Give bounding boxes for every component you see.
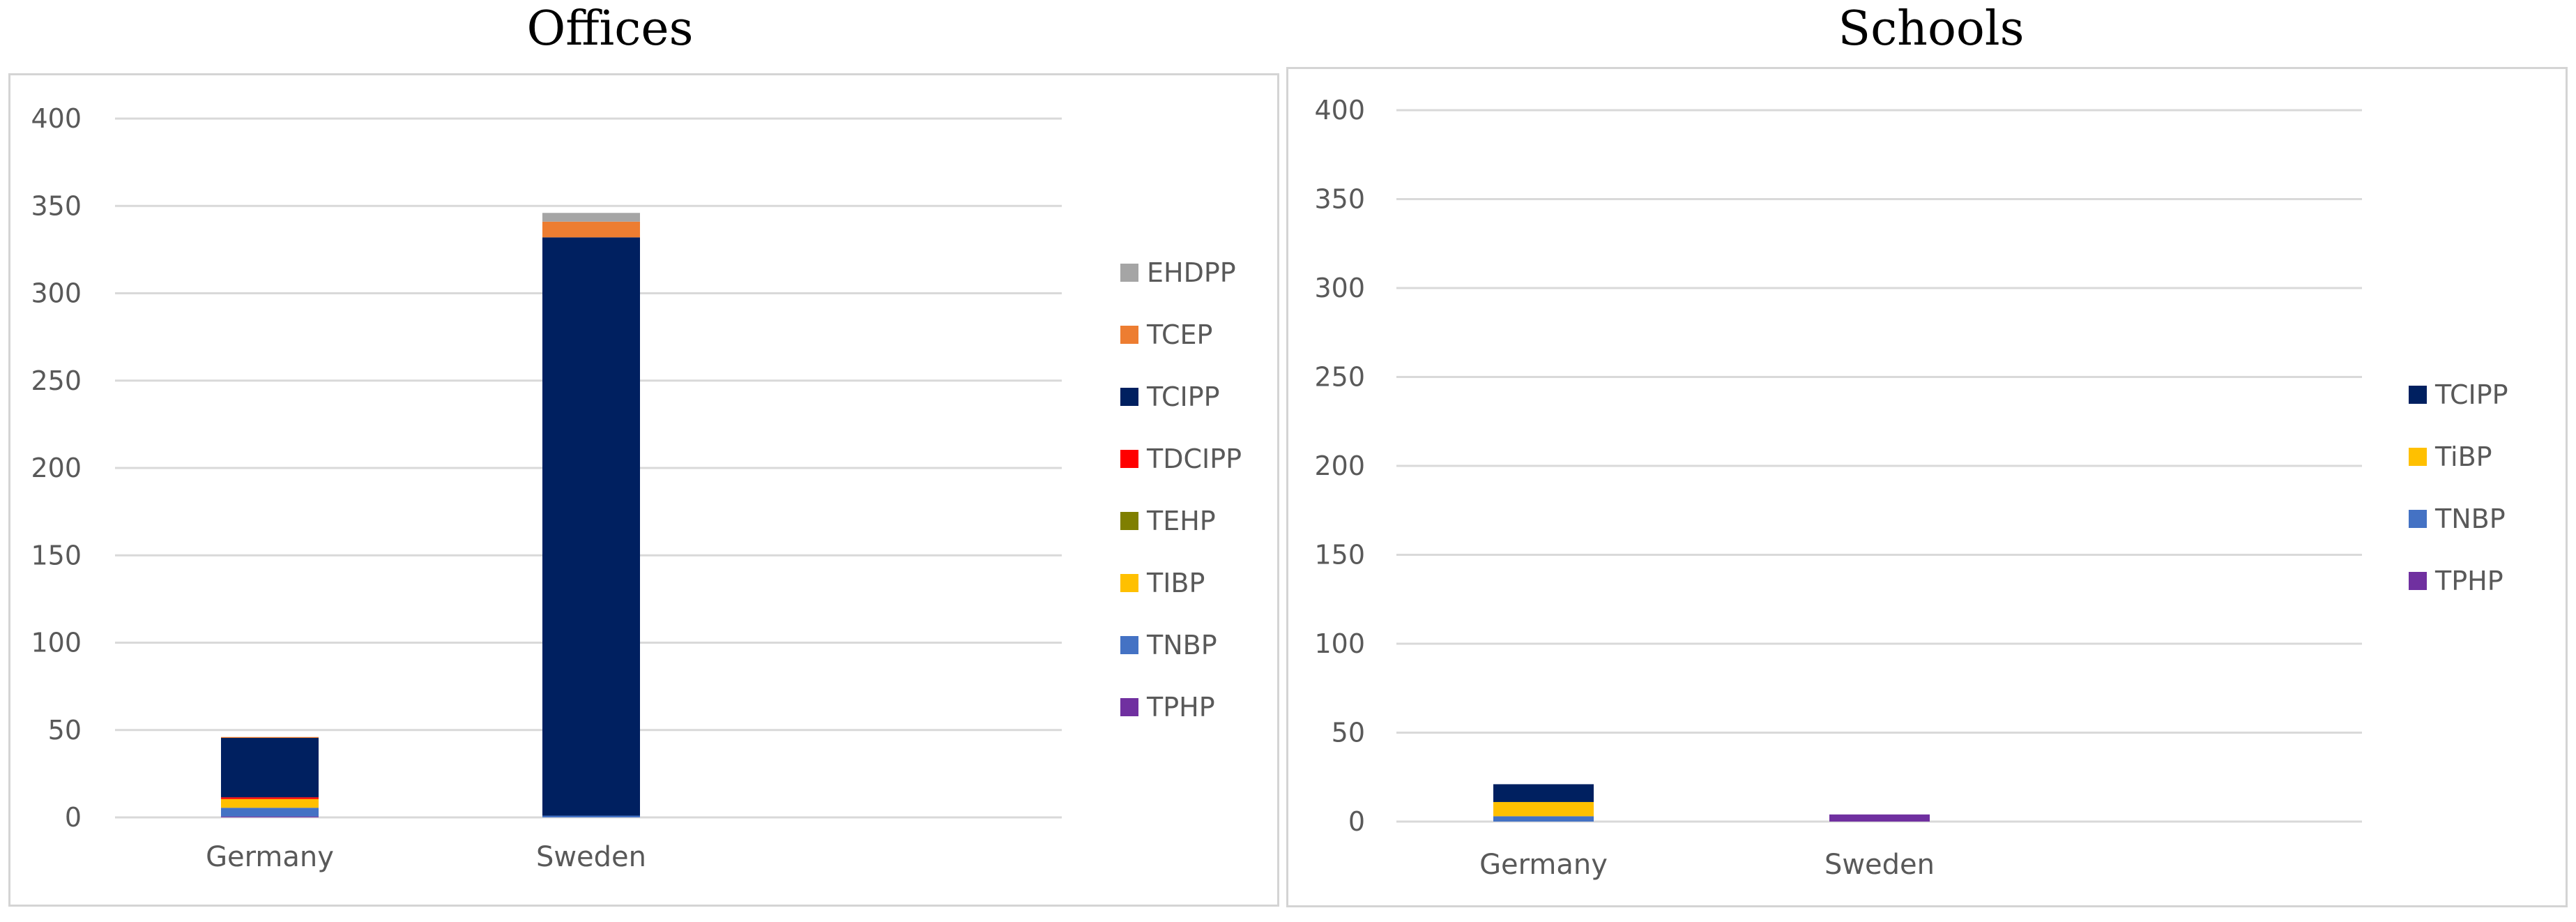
offices-y-tick-label: 300 [31, 278, 82, 309]
schools-legend-label: TNBP [2434, 504, 2506, 534]
schools-y-tick-label: 300 [1314, 273, 1365, 303]
schools-y-tick-label: 350 [1314, 184, 1365, 215]
schools-y-tick-label: 150 [1314, 540, 1365, 570]
offices-bar-tnbp-sweden [542, 815, 640, 817]
offices-bar-tcep-germany [221, 736, 319, 739]
offices-y-tick-label: 200 [31, 453, 82, 483]
schools-y-tick-label: 50 [1332, 718, 1365, 748]
schools-bar-tnbp-germany [1493, 816, 1594, 822]
offices-y-tick-label: 150 [31, 540, 82, 570]
offices-category-label: Germany [206, 841, 334, 873]
offices-chart-panel: 0 50 100 150 200 250 300 350 400 Germany Sweden EHD… [8, 73, 1279, 907]
offices-y-tick-label: 100 [31, 628, 82, 658]
schools-y-tick-label: 100 [1314, 628, 1365, 659]
schools-chart-title: Schools [1838, 1, 2025, 56]
offices-bar-ehdpp-sweden [542, 213, 640, 222]
offices-y-tick-label: 0 [65, 802, 82, 833]
schools-bar-tcipp-germany [1493, 784, 1594, 802]
offices-chart-title: Offices [526, 1, 694, 56]
offices-bar-tnbp-germany [221, 808, 319, 817]
schools-legend-label: TPHP [2434, 566, 2503, 596]
offices-legend-swatch [1120, 636, 1138, 654]
offices-legend-label: TEHP [1146, 506, 1216, 536]
schools-category-label: Sweden [1824, 849, 1935, 881]
schools-legend-label: TCIPP [2434, 379, 2508, 410]
offices-y-tick-label: 50 [48, 715, 82, 746]
offices-bar-tibp-germany [221, 799, 319, 808]
schools-y-tick-label: 400 [1314, 95, 1365, 126]
schools-y-tick-label: 0 [1348, 806, 1365, 837]
offices-legend-label: TDCIPP [1146, 444, 1242, 474]
offices-legend-swatch [1120, 264, 1138, 282]
offices-y-tick-label: 400 [31, 103, 82, 134]
schools-bar-tphp-sweden [1829, 814, 1930, 822]
schools-chart-panel: 0 50 100 150 200 250 300 350 400 Germany Sweden TCI… [1286, 67, 2568, 907]
offices-legend-swatch [1120, 388, 1138, 406]
offices-legend-label: EHDPP [1147, 257, 1236, 288]
offices-bar-tcipp-germany [221, 738, 319, 798]
offices-y-tick-label: 350 [31, 190, 82, 221]
schools-legend-swatch [2409, 386, 2427, 404]
offices-legend-label: TCIPP [1146, 381, 1220, 412]
offices-legend-label: TCEP [1146, 319, 1212, 350]
schools-category-label: Germany [1479, 849, 1608, 881]
offices-bar-tdcipp-germany [221, 797, 319, 799]
offices-legend-label: TPHP [1146, 692, 1215, 723]
schools-legend-swatch [2409, 510, 2427, 528]
schools-y-tick-label: 200 [1314, 451, 1365, 481]
offices-bar-tcep-sweden [542, 221, 640, 238]
offices-chart: 0 50 100 150 200 250 300 350 400 Germany Sweden EHD… [31, 103, 1242, 873]
schools-y-tick-label: 250 [1314, 362, 1365, 393]
schools-legend-label: TiBP [2434, 441, 2492, 472]
offices-bar-tcipp-sweden [542, 237, 640, 816]
offices-y-tick-label: 250 [31, 365, 82, 396]
schools-chart: 0 50 100 150 200 250 300 350 400 Germany Sweden TCI… [1314, 95, 2508, 881]
offices-legend-swatch [1120, 698, 1138, 716]
offices-legend-label: TNBP [1146, 630, 1217, 660]
schools-legend-swatch [2409, 448, 2427, 466]
offices-legend-swatch [1120, 574, 1138, 592]
offices-legend-swatch [1120, 326, 1138, 344]
offices-legend-label: TIBP [1146, 568, 1205, 598]
schools-bar-tibp-germany [1493, 801, 1594, 817]
offices-category-label: Sweden [536, 841, 646, 873]
offices-legend-swatch [1120, 450, 1138, 468]
schools-legend-swatch [2409, 572, 2427, 590]
offices-legend-swatch [1120, 512, 1138, 530]
